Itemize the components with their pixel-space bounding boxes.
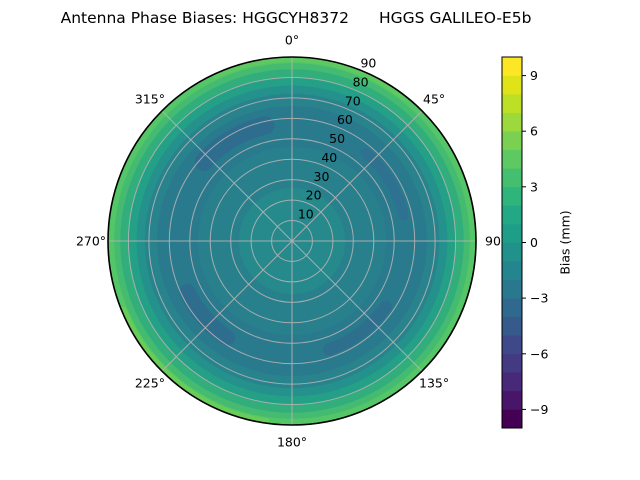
- r-tick-label: 60: [337, 112, 353, 127]
- colorbar-tick-label: 0: [530, 235, 538, 250]
- radial-gridline: [161, 110, 293, 242]
- colorbar-tick-label: −9: [530, 402, 548, 417]
- theta-tick-label: 315°: [135, 91, 165, 106]
- r-tick-label: 40: [321, 150, 337, 165]
- radial-gridline: [291, 240, 423, 372]
- r-tick-label: 70: [345, 93, 361, 108]
- colorbar-band: [502, 130, 522, 151]
- colorbar-tick-label: 3: [530, 179, 538, 194]
- colorbar-band: [502, 223, 522, 243]
- theta-tick-label: 180°: [277, 435, 307, 450]
- circular-gridline: [209, 158, 375, 324]
- rim-highlight-patch: [121, 306, 270, 424]
- colorbar-band: [502, 316, 522, 336]
- chart-title-left: Antenna Phase Biases: HGGCYH8372: [61, 9, 349, 27]
- colorbar-band: [502, 56, 522, 76]
- colorbar-band: [502, 93, 522, 113]
- r-tick-label: 80: [353, 74, 369, 89]
- colorbar-band: [502, 242, 522, 262]
- colorbar-band: [502, 372, 522, 392]
- circular-gridline: [230, 179, 354, 303]
- colorbar-band: [502, 75, 522, 95]
- theta-tick-label: 225°: [135, 376, 165, 391]
- colorbar-band: [502, 260, 522, 280]
- colorbar-tick-label: −3: [530, 291, 548, 306]
- circular-gridline: [250, 199, 334, 283]
- colorbar-band: [502, 297, 522, 317]
- circular-gridline: [127, 76, 457, 406]
- colorbar-band: [502, 112, 522, 132]
- colorbar-axis-label: Bias (mm): [558, 210, 573, 274]
- r-tick-label: 90: [360, 56, 376, 71]
- r-tick-label: 20: [306, 188, 322, 203]
- rim-highlight-patch: [213, 57, 407, 101]
- dark-bias-patch: [179, 283, 236, 346]
- r-tick-label: 30: [314, 169, 330, 184]
- colorbar-tick-label: −6: [530, 346, 548, 361]
- radial-gridline: [291, 110, 423, 242]
- dark-bias-patch: [360, 148, 409, 221]
- colorbar-band: [502, 205, 522, 225]
- theta-tick-label: 0°: [285, 33, 299, 48]
- colorbar-band: [502, 353, 522, 373]
- colorbar-tick-label: 6: [530, 124, 538, 139]
- circular-gridline: [271, 220, 313, 262]
- theta-tick-label: 135°: [419, 376, 449, 391]
- colorbar-band: [502, 186, 522, 206]
- colorbar-band: [502, 334, 522, 355]
- r-tick-label: 50: [329, 131, 345, 146]
- colorbar-band: [502, 279, 522, 299]
- colorbar-band: [502, 168, 522, 188]
- circular-gridline: [168, 117, 416, 365]
- radial-gridline: [161, 240, 293, 372]
- theta-tick-label: 90: [485, 234, 501, 249]
- colorbar: 9 6 3 0 −3 −6 −9 Bias (mm): [501, 56, 573, 429]
- polar-plot-area: 10 20 30 40 50 60 70 80 90 0° 45° 90 135° 180° 225° 270…: [76, 33, 501, 450]
- colorbar-tick-label: 9: [530, 68, 538, 83]
- circular-gridline: [148, 97, 436, 385]
- colorbar-band: [502, 149, 522, 169]
- circular-gridline: [189, 138, 395, 344]
- chart-title-right: HGGS GALILEO-E5b: [379, 9, 531, 27]
- theta-tick-label: 270°: [76, 234, 106, 249]
- colorbar-band: [502, 409, 522, 429]
- r-tick-label: 10: [298, 207, 314, 222]
- dark-bias-patch: [323, 300, 392, 356]
- colorbar-band: [502, 390, 522, 410]
- theta-tick-label: 45°: [423, 91, 445, 106]
- polar-outline: [107, 56, 477, 426]
